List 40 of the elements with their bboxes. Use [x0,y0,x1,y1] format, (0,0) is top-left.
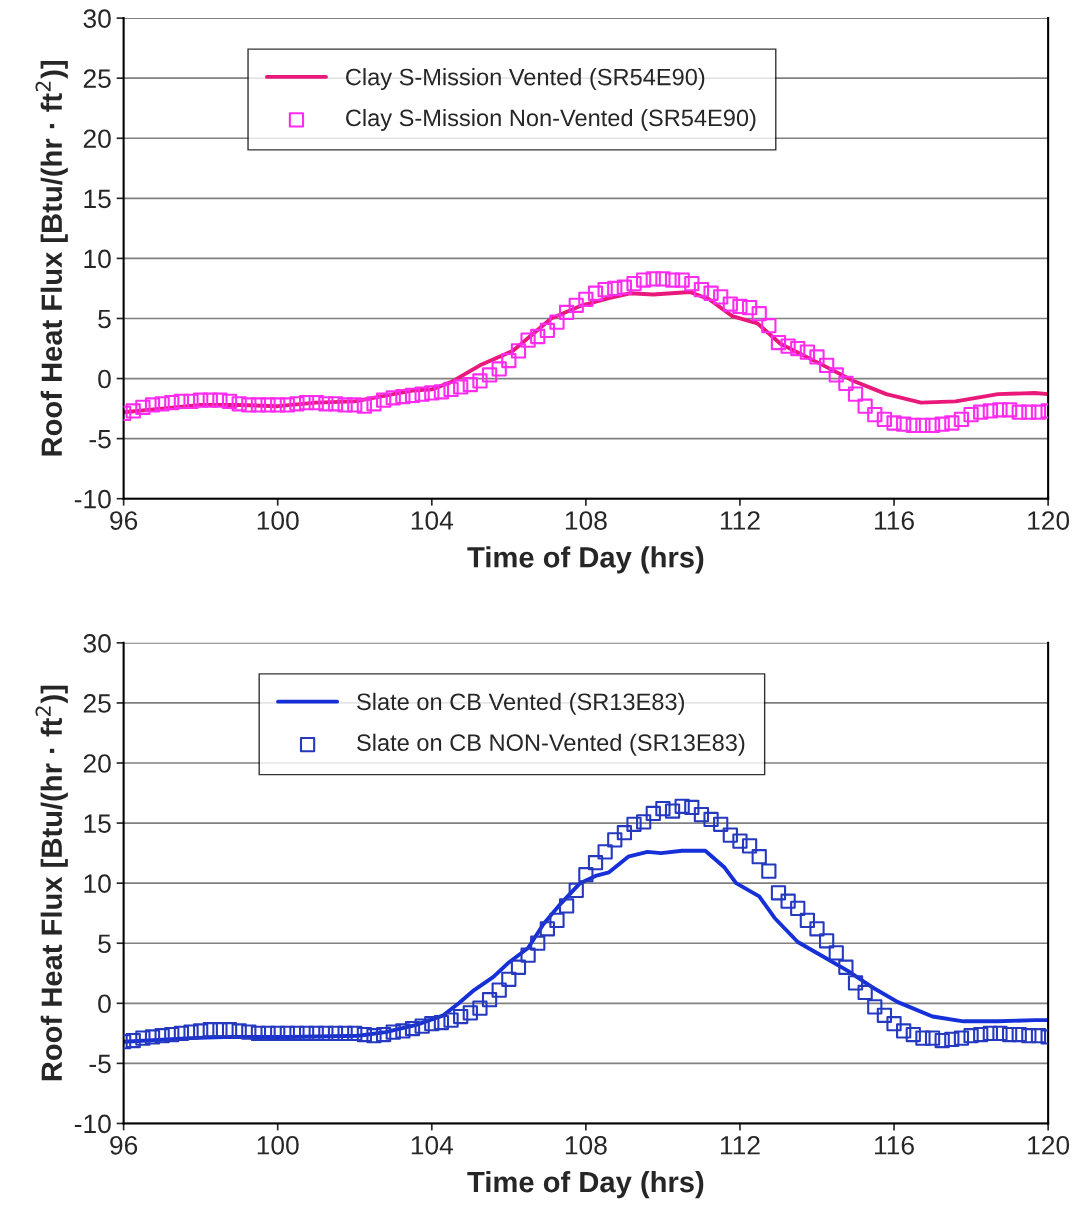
y-tick-label: -5 [89,430,111,449]
y-tick-label: 0 [98,994,111,1014]
x-tick-label: 108 [565,1135,607,1155]
x-axis-title: Time of Day (hrs) [467,1170,704,1199]
x-tick-label: 112 [720,511,760,530]
x-tick-label: 96 [110,511,138,530]
legend-label: Slate on CB Vented (SR13E83) [357,692,684,715]
y-tick-label: -10 [74,1114,111,1134]
x-tick-label: 100 [257,511,299,530]
x-tick-label: 116 [875,1135,914,1155]
y-tick-label: 10 [84,249,111,269]
y-tick-label: 10 [84,874,111,893]
y-tick-label: 5 [98,934,111,954]
y-tick-label: 25 [83,694,111,713]
y-tick-label: 5 [98,309,111,329]
y-axis-title: Roof Heat Flux [Btu/(hr · ft$^{2}$)] [35,61,68,456]
legend-label: Slate on CB NON-Vented (SR13E83) [357,733,745,756]
x-tick-label: 104 [411,511,454,530]
y-tick-label: 0 [98,369,111,389]
x-tick-label: 96 [110,1135,138,1155]
x-tick-label: 120 [1028,511,1070,530]
x-tick-label: 100 [257,1135,299,1155]
y-tick-label: 15 [84,814,111,833]
x-tick-label: 112 [720,1135,760,1155]
y-tick-label: -10 [74,489,111,509]
y-tick-label: 30 [83,9,111,28]
y-tick-label: -5 [89,1054,111,1074]
legend-label: Clay S-Mission Vented (SR54E90) [346,68,705,91]
legend-label: Clay S-Mission Non-Vented (SR54E90) [346,108,756,131]
x-tick-label: 108 [565,511,607,530]
x-axis-title: Time of Day (hrs) [467,546,704,574]
y-axis-title: Roof Heat Flux [Btu/(hr · ft$^{2}$)] [35,685,68,1081]
x-tick-label: 116 [875,511,914,530]
y-tick-label: 20 [83,129,111,149]
x-tick-label: 104 [411,1135,454,1155]
y-tick-label: 15 [84,189,111,209]
y-tick-label: 30 [83,634,111,653]
x-tick-label: 120 [1028,1135,1070,1155]
y-tick-label: 25 [83,69,111,89]
y-tick-label: 20 [83,754,111,773]
